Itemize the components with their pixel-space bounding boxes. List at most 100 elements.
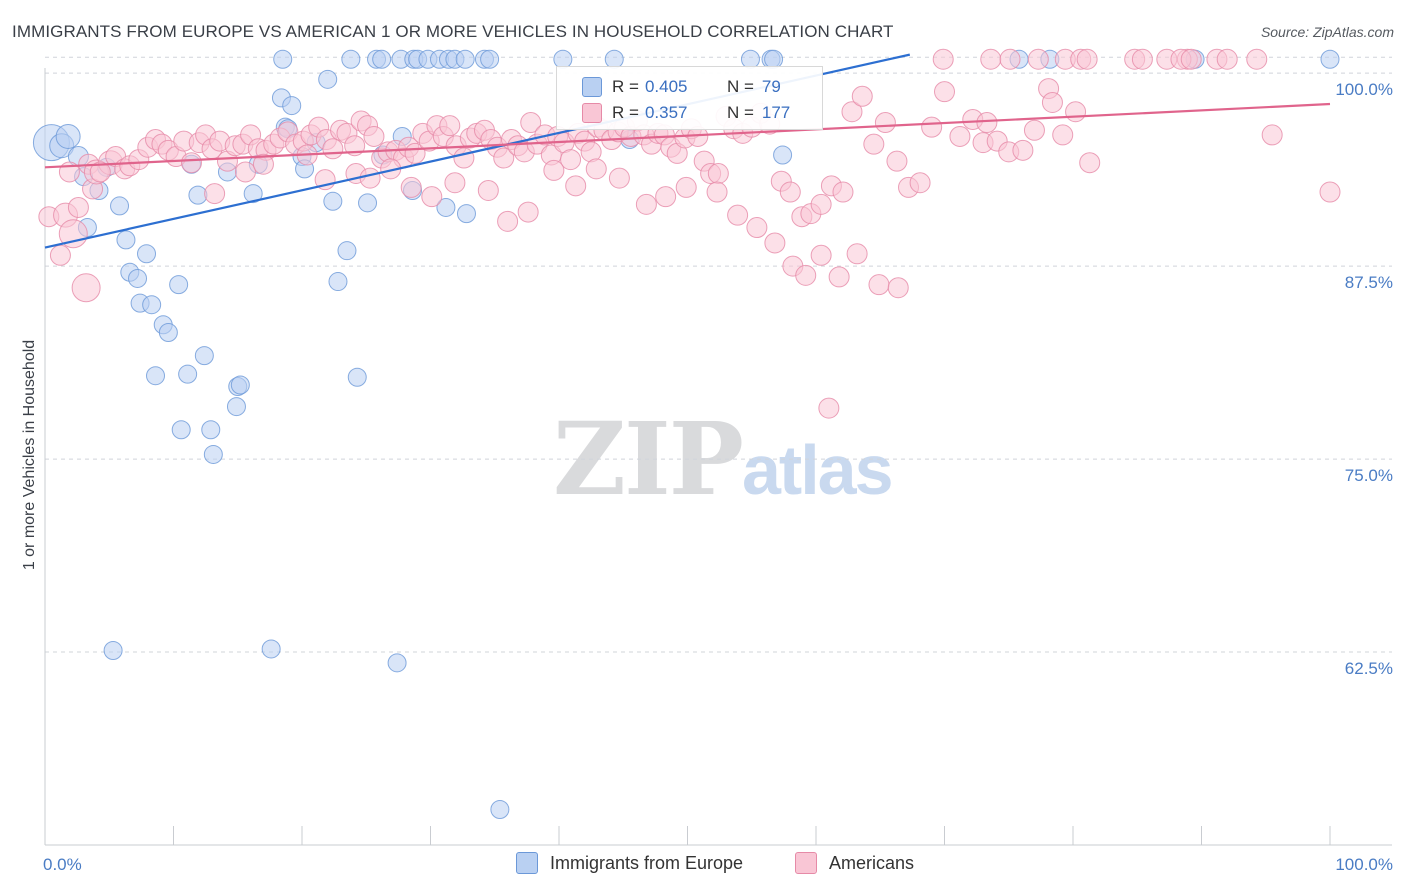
americans-point	[1216, 48, 1238, 70]
americans-point	[1027, 48, 1049, 70]
immigrants-point	[480, 49, 500, 69]
americans-point	[543, 159, 565, 181]
americans-point	[89, 161, 111, 183]
americans-point	[359, 167, 381, 189]
immigrants-point	[243, 184, 263, 204]
americans-point	[810, 193, 832, 215]
y-tick-label: 75.0%	[1345, 466, 1393, 485]
immigrants-point	[146, 366, 166, 386]
americans-point	[1261, 124, 1283, 146]
immigrants-point	[178, 364, 198, 384]
correlation-legend: R = 0.405 N = 79 R = 0.357 N = 177	[556, 66, 823, 130]
immigrants-point	[55, 123, 81, 149]
americans-point	[980, 48, 1002, 70]
immigrants-point	[171, 420, 191, 440]
immigrants-point	[387, 653, 407, 673]
americans-point	[204, 183, 226, 205]
immigrants-point	[128, 268, 148, 288]
watermark-atlas: atlas	[741, 431, 894, 509]
americans-point	[887, 277, 909, 299]
legend-n-value: 177	[761, 103, 791, 122]
americans-point	[810, 244, 832, 266]
americans-point	[1041, 91, 1063, 113]
legend-swatch-blue	[582, 77, 602, 97]
americans-point	[795, 264, 817, 286]
americans-point	[635, 193, 657, 215]
series-legend-label: Immigrants from Europe	[550, 852, 744, 873]
legend-row-immigrants: R = 0.405 N = 79	[582, 75, 781, 99]
series-legend-swatch-pink	[795, 852, 817, 874]
americans-point	[71, 273, 101, 303]
americans-point	[846, 243, 868, 265]
americans-point	[1319, 181, 1341, 203]
immigrants-point	[1320, 49, 1340, 69]
immigrants-point	[116, 230, 136, 250]
x-tick-label: 100.0%	[1335, 855, 1393, 874]
americans-point	[363, 125, 385, 147]
legend-r-value: 0.357	[644, 103, 688, 122]
americans-point	[818, 397, 840, 419]
americans-point	[1076, 48, 1098, 70]
y-tick-label: 62.5%	[1345, 659, 1393, 678]
immigrants-point	[230, 375, 250, 395]
series-legend-americans[interactable]: Americans	[795, 852, 914, 874]
immigrants-point	[226, 397, 246, 417]
immigrants-point	[347, 367, 367, 387]
legend-n-value: 79	[761, 77, 781, 96]
americans-point	[252, 153, 274, 175]
immigrants-point	[455, 49, 475, 69]
immigrants-point	[282, 96, 302, 116]
immigrants-point	[203, 444, 223, 464]
americans-point	[909, 172, 931, 194]
americans-point	[439, 115, 461, 137]
americans-point	[67, 196, 89, 218]
americans-point	[520, 112, 542, 134]
immigrants-point	[261, 639, 281, 659]
americans-point	[1180, 48, 1202, 70]
tick-labels: 62.5% 75.0% 87.5% 100.0% 0.0% 100.0%	[43, 80, 1393, 874]
americans-point	[921, 116, 943, 138]
americans-point	[863, 133, 885, 155]
americans-point	[874, 112, 896, 134]
americans-point	[841, 101, 863, 123]
americans-point	[608, 167, 630, 189]
immigrants-point	[169, 275, 189, 295]
chart-title: IMMIGRANTS FROM EUROPE VS AMERICAN 1 OR …	[12, 22, 894, 41]
americans-point	[1023, 119, 1045, 141]
americans-point	[560, 149, 582, 171]
immigrants-point	[158, 322, 178, 342]
series-legend-immigrants[interactable]: Immigrants from Europe	[516, 852, 743, 874]
x-tick-label: 0.0%	[43, 855, 82, 874]
americans-point	[999, 48, 1021, 70]
americans-point	[180, 152, 202, 174]
series-legend-label: Americans	[829, 852, 915, 873]
source-credit: Source: ZipAtlas.com	[1260, 24, 1394, 40]
y-tick-label: 100.0%	[1335, 80, 1393, 99]
americans-point	[764, 232, 786, 254]
americans-point	[400, 176, 422, 198]
immigrants-point	[142, 295, 162, 315]
americans-point	[832, 181, 854, 203]
series-legend: Immigrants from Europe Americans	[0, 852, 1406, 878]
immigrants-point	[201, 420, 221, 440]
immigrants-point	[436, 197, 456, 217]
americans-point	[1246, 48, 1268, 70]
immigrants-point	[194, 346, 214, 366]
legend-n-label: N =	[726, 77, 754, 96]
americans-point	[477, 179, 499, 201]
legend-r-label: R =	[612, 77, 639, 96]
immigrants-point	[110, 196, 130, 216]
immigrants-point	[103, 640, 123, 660]
americans-point	[851, 85, 873, 107]
americans-point	[886, 150, 908, 172]
immigrants-point	[323, 191, 343, 211]
legend-r-value: 0.405	[644, 77, 688, 96]
americans-point	[493, 147, 515, 169]
americans-point	[1131, 48, 1153, 70]
americans-point	[932, 48, 954, 70]
americans-point	[934, 81, 955, 103]
americans-point	[949, 125, 971, 147]
series-legend-swatch-blue	[516, 852, 538, 874]
americans-point	[779, 181, 801, 203]
